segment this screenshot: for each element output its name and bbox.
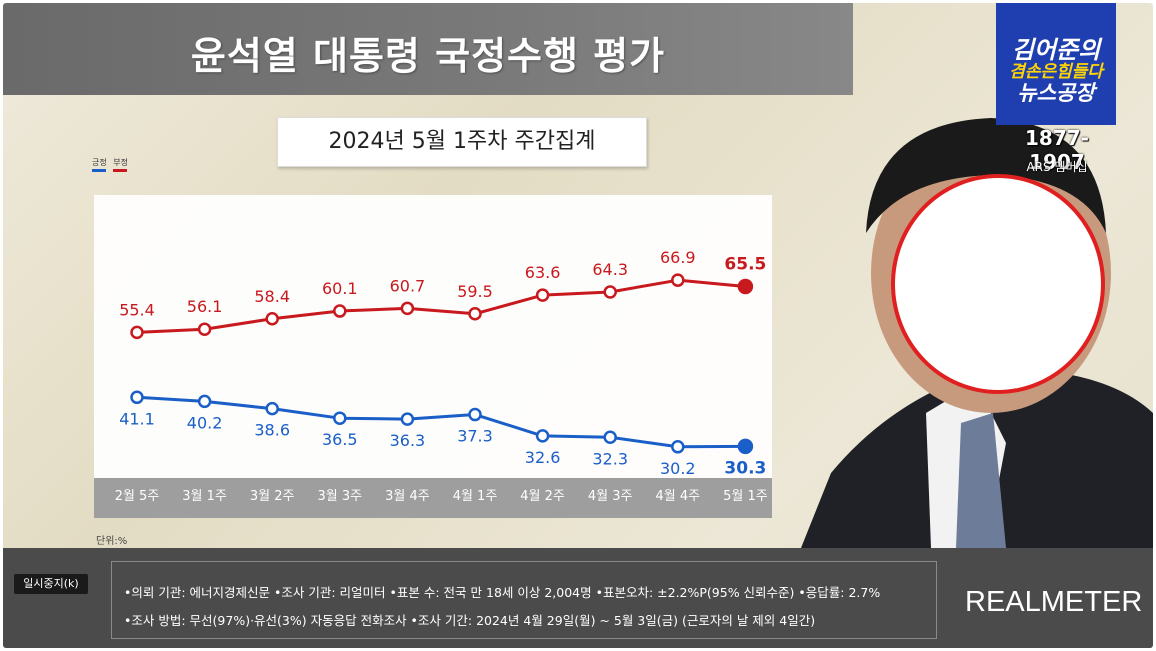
data-point-positive	[603, 430, 617, 445]
pause-button[interactable]: 일시중지(k)	[14, 574, 88, 594]
broadcast-frame: 윤석열 대통령 국정수행 평가 2024년 5월 1주차 주간집계 긍정 부정 …	[3, 3, 1153, 648]
data-label-negative: 60.7	[390, 276, 426, 295]
x-tick-label: 4월 3주	[588, 489, 633, 504]
data-label-positive: 37.3	[457, 427, 493, 446]
data-label-positive: 32.3	[592, 449, 628, 468]
legend-swatch-positive	[92, 169, 106, 172]
data-point-positive	[265, 401, 279, 416]
data-label-negative: 66.9	[660, 248, 696, 267]
legend-item-positive: 긍정	[92, 157, 107, 172]
data-label-positive: 36.3	[390, 431, 426, 450]
data-label-negative: 58.4	[254, 287, 290, 306]
legend-label-negative: 부정	[113, 158, 129, 167]
x-tick-label: 3월 1주	[182, 489, 227, 504]
data-label-negative: 63.6	[525, 263, 561, 282]
unit-label: 단위:%	[96, 536, 128, 547]
data-point-negative	[130, 325, 144, 340]
legend-label-positive: 긍정	[92, 158, 107, 167]
program-logo: 김어준의 겸손은힘들다 뉴스공장	[996, 3, 1116, 125]
data-point-negative	[265, 312, 279, 326]
x-axis-bar	[94, 478, 772, 518]
data-point-negative	[197, 322, 212, 336]
data-label-positive: 36.5	[322, 430, 358, 449]
page-title: 윤석열 대통령 국정수행 평가	[190, 34, 666, 78]
x-tick-label: 2월 5주	[115, 489, 160, 504]
line-chart: 2월 5주 3월 1주 3월 2주 3월 3주 3월 4주 4월 1주 4월 2주 4월 3주…	[115, 248, 768, 504]
plot-area	[94, 195, 772, 478]
data-label-positive: 30.2	[660, 459, 696, 478]
data-point-negative	[671, 273, 685, 287]
data-point-positive	[671, 440, 685, 454]
data-point-negative	[603, 285, 617, 299]
data-point-positive	[737, 438, 754, 455]
x-tick-label: 5월 1주	[723, 489, 768, 504]
data-point-positive	[333, 411, 347, 425]
survey-note-line2: •조사 방법: 무선(97%)·유선(3%) 자동응답 전화조사 •조사 기간:…	[124, 613, 816, 628]
x-tick-label: 3월 4주	[385, 489, 430, 504]
data-point-positive	[400, 412, 415, 426]
data-point-positive	[197, 394, 212, 409]
survey-note-line1: •의뢰 기관: 에너지경제신문 •조사 기관: 리얼미터 •표본 수: 전국 만…	[124, 585, 881, 600]
data-point-positive	[535, 429, 550, 443]
realmeter-logo: REALMETER	[965, 586, 1143, 618]
x-tick-label: 4월 1주	[453, 489, 498, 504]
logo-line3: 뉴스공장	[1017, 81, 1095, 105]
series-line-positive	[136, 395, 746, 449]
data-label-negative: 59.5	[457, 282, 493, 301]
title-bar	[3, 3, 853, 95]
data-label-positive: 41.1	[119, 409, 155, 428]
legend-item-negative: 부정	[113, 157, 128, 172]
x-tick-label: 4월 2주	[520, 489, 565, 504]
data-label-negative: 56.1	[187, 297, 223, 316]
data-point-negative	[737, 278, 754, 295]
logo-line2: 겸손은힘들다	[1009, 62, 1103, 82]
ars-label: ARS 멤버십	[1026, 160, 1088, 174]
survey-notes: •의뢰 기관: 에너지경제신문 •조사 기관: 리얼미터 •표본 수: 전국 만…	[111, 561, 937, 639]
chart-legend: 긍정 부정	[92, 157, 132, 172]
data-label-positive: 38.6	[254, 421, 290, 440]
face-blur-circle	[891, 174, 1105, 394]
data-point-positive	[130, 390, 144, 405]
data-point-negative	[400, 301, 415, 316]
data-point-negative	[535, 288, 550, 302]
x-tick-label: 3월 2주	[250, 489, 295, 504]
footer	[3, 548, 1153, 648]
x-tick-label: 4월 4주	[655, 489, 700, 504]
data-point-negative	[468, 307, 482, 321]
data-label-positive: 32.6	[525, 448, 561, 467]
data-label-negative: 64.3	[592, 260, 628, 279]
phone-number: 1877-1907	[1025, 126, 1089, 174]
data-label-negative: 60.1	[322, 279, 358, 298]
legend-swatch-negative	[113, 169, 128, 172]
data-point-negative	[333, 304, 347, 318]
series-line-negative	[136, 278, 746, 334]
chart-subtitle: 2024년 5월 1주차 주간집계	[277, 117, 647, 167]
data-label-negative: 55.4	[119, 300, 155, 319]
data-label-negative: 65.5	[724, 255, 766, 275]
logo-line1: 김어준의	[1011, 36, 1101, 64]
data-point-positive	[468, 407, 482, 422]
x-tick-label: 3월 3주	[317, 489, 362, 504]
data-label-positive: 40.2	[187, 413, 223, 432]
data-label-positive: 30.3	[724, 458, 766, 478]
